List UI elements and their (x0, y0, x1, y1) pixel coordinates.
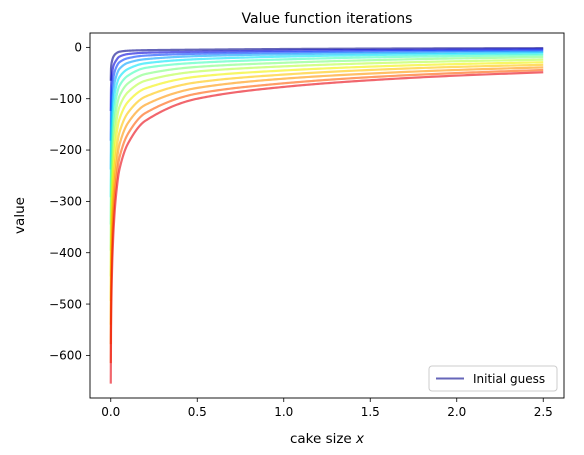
x-tick-label: 0.5 (188, 405, 207, 419)
legend: Initial guess (428, 365, 558, 392)
x-tick-label: 2.0 (447, 405, 466, 419)
series-line-iteration-2 (109, 49, 544, 142)
y-tick-label: −300 (49, 195, 82, 209)
series-line-iteration-3 (109, 50, 544, 170)
x-axis-ticks: 0.0 0.5 1.0 1.5 2.0 2.5 (101, 398, 553, 419)
series-line-iteration-6 (109, 56, 544, 251)
series-line-iteration-12 (109, 71, 544, 384)
series-lines (109, 47, 544, 384)
x-axis-label-var: x (355, 431, 365, 447)
x-axis-label: cake size x (290, 431, 365, 447)
y-tick-label: −100 (49, 92, 82, 106)
x-axis-label-main: cake size (290, 431, 356, 447)
y-tick-label: −400 (49, 246, 82, 260)
y-tick-label: −600 (49, 349, 82, 363)
plot-area-frame (89, 32, 565, 399)
y-tick-label: −500 (49, 297, 82, 311)
x-tick-label: 2.5 (534, 405, 553, 419)
y-tick-label: 0 (74, 41, 82, 55)
x-tick-label: 0.0 (101, 405, 120, 419)
series-line-iteration-7 (109, 58, 544, 277)
series-line-iteration-8 (109, 61, 544, 301)
series-line-iteration-4 (109, 52, 544, 198)
y-tick-label: −200 (49, 143, 82, 157)
series-line-iteration-10 (109, 66, 544, 345)
legend-box (428, 365, 558, 392)
chart-title: Value function iterations (242, 11, 413, 27)
x-tick-label: 1.5 (361, 405, 380, 419)
legend-label: Initial guess (473, 372, 545, 386)
series-line-initial-guess (109, 47, 544, 82)
y-axis-ticks: 0 −100 −200 −300 −400 −500 −600 (49, 41, 90, 363)
series-line-iteration-9 (109, 63, 544, 325)
series-line-iteration-5 (109, 54, 544, 225)
y-axis-label: value (12, 197, 28, 234)
series-line-iteration-1 (109, 48, 544, 112)
x-tick-label: 1.0 (274, 405, 293, 419)
series-line-iteration-11 (109, 68, 544, 364)
